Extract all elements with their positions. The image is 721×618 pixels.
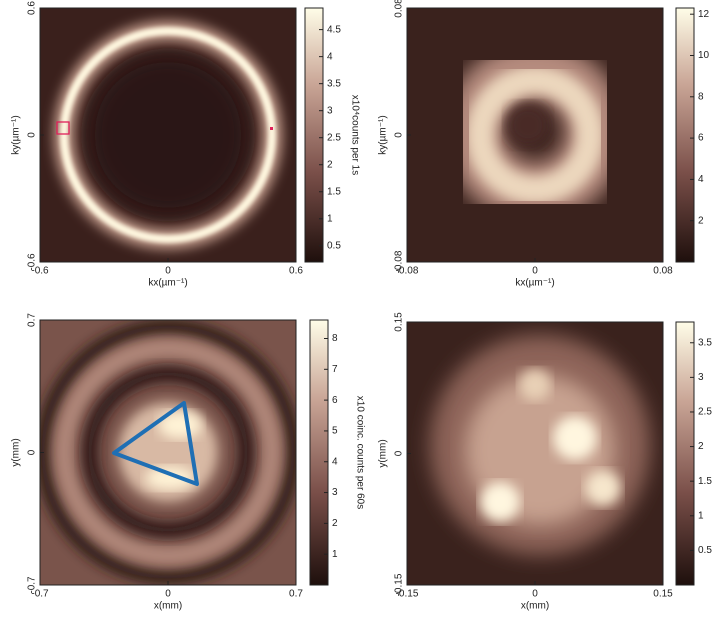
y-tick-label: 0 — [394, 132, 405, 138]
x-tick-label: -0.7 — [31, 589, 49, 600]
colorbar-tick-label: 2 — [332, 518, 338, 529]
y-tick-label: 0 — [394, 450, 405, 456]
y-tick-label: 0.7 — [27, 313, 38, 327]
y-axis-label: ky(µm⁻¹) — [378, 115, 389, 154]
colorbar-tick-label: 1 — [698, 510, 704, 521]
x-tick-label: 0.08 — [653, 266, 673, 277]
colorbar-tick-label: 1.5 — [698, 476, 712, 487]
x-axis-label: x(mm) — [154, 601, 182, 612]
y-tick-label: 0 — [27, 132, 38, 138]
colorbar-tick-label: 3 — [698, 372, 704, 383]
colorbar — [304, 7, 324, 263]
x-tick-label: -0.08 — [396, 266, 419, 277]
x-tick-label: 0 — [532, 266, 538, 277]
colorbar-tick-label: 6 — [698, 133, 704, 144]
x-axis-label: x(mm) — [521, 601, 549, 612]
heatmap-image — [407, 8, 663, 262]
colorbar-tick-label: 6 — [332, 395, 338, 406]
colorbar-tick-label: 8 — [332, 333, 338, 344]
colorbar-tick-label: 2 — [698, 441, 704, 452]
x-axis-label: kx(µm⁻¹) — [515, 278, 554, 289]
colorbar-tick-label: 4 — [327, 51, 333, 62]
y-tick-label: -0.7 — [27, 576, 38, 594]
colorbar-label: x10 coinc. counts per 60s — [354, 396, 365, 509]
y-tick-label: 0.6 — [27, 1, 38, 15]
y-axis-label: ky(µm⁻¹) — [11, 115, 22, 154]
y-tick-label: -0.08 — [394, 250, 405, 273]
colorbar-tick-label: 7 — [332, 364, 338, 375]
x-tick-label: 0.7 — [289, 589, 303, 600]
colorbar — [675, 7, 695, 263]
x-tick-label: -0.6 — [31, 266, 49, 277]
y-tick-label: -0.6 — [27, 253, 38, 271]
y-tick-label: -0.15 — [394, 573, 405, 596]
x-tick-label: 0.15 — [653, 589, 673, 600]
colorbar-tick-label: 1 — [327, 213, 333, 224]
colorbar-tick-label: 5 — [332, 426, 338, 437]
y-tick-label: 0 — [27, 449, 38, 455]
x-tick-label: 0.6 — [289, 266, 303, 277]
colorbar-tick-label: 3.5 — [327, 78, 341, 89]
colorbar-tick-label: 2.5 — [698, 407, 712, 418]
colorbar-tick-label: 12 — [698, 9, 710, 20]
colorbar-tick-label: 4 — [332, 456, 338, 467]
y-axis-label: y(mm) — [378, 439, 389, 467]
colorbar-tick-label: 3.5 — [698, 337, 712, 348]
x-tick-label: -0.15 — [396, 589, 419, 600]
colorbar-tick-label: 2.5 — [327, 132, 341, 143]
colorbar — [675, 321, 695, 586]
heatmap-image — [407, 322, 663, 585]
heatmap-image — [40, 8, 296, 262]
y-axis-label: y(mm) — [11, 438, 22, 466]
colorbar-tick-label: 4.5 — [327, 24, 341, 35]
colorbar — [309, 319, 329, 586]
colorbar-tick-label: 3 — [332, 487, 338, 498]
heatmap-image — [40, 320, 296, 585]
colorbar-tick-label: 1.5 — [327, 186, 341, 197]
x-tick-label: 0 — [165, 589, 171, 600]
x-axis-label: kx(µm⁻¹) — [148, 278, 187, 289]
colorbar-tick-label: 10 — [698, 50, 710, 61]
x-tick-label: 0 — [165, 266, 171, 277]
colorbar-tick-label: 2 — [698, 215, 704, 226]
colorbar-tick-label: 0.5 — [327, 240, 341, 251]
colorbar-tick-label: 4 — [698, 174, 704, 185]
colorbar-tick-label: 8 — [698, 91, 704, 102]
x-tick-label: 0 — [532, 589, 538, 600]
y-tick-label: 0.08 — [394, 0, 405, 18]
colorbar-tick-label: 0.5 — [698, 545, 712, 556]
colorbar-tick-label: 2 — [327, 159, 333, 170]
colorbar-tick-label: 1 — [332, 549, 338, 560]
colorbar-label: x10⁴counts per 1s — [349, 95, 360, 175]
y-tick-label: 0.15 — [394, 312, 405, 332]
colorbar-tick-label: 3 — [327, 105, 333, 116]
